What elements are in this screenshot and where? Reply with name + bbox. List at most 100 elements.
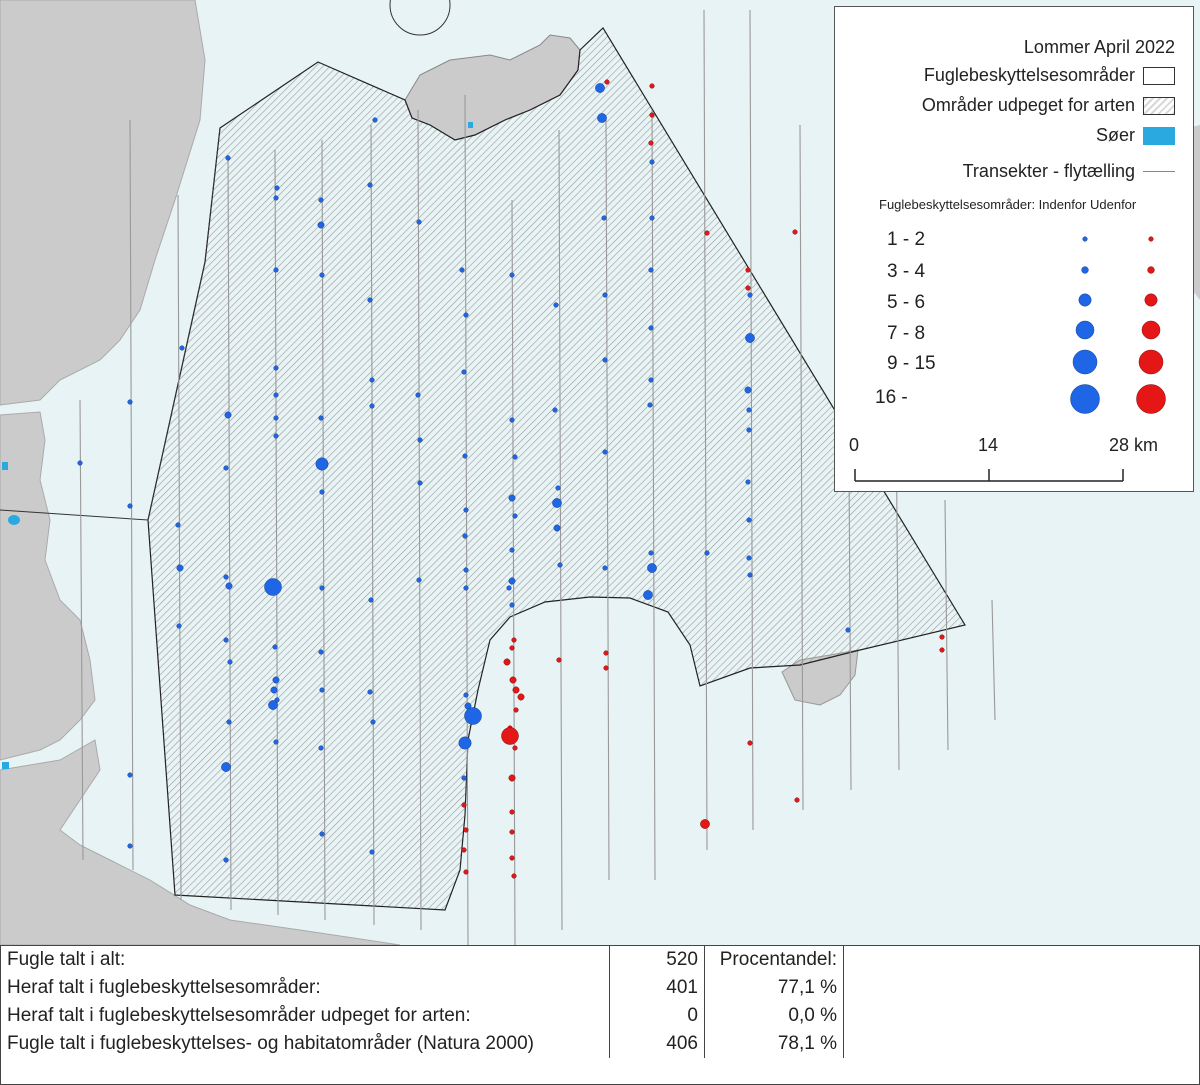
bird-marker-inside (319, 831, 325, 837)
bird-marker-inside (553, 302, 559, 308)
bird-marker-inside (273, 739, 279, 745)
size-class-label: 16 - (875, 387, 908, 408)
bird-marker-inside (224, 411, 232, 419)
bird-marker-inside (509, 417, 515, 423)
bird-marker-inside (704, 550, 710, 556)
bird-marker-inside (273, 392, 279, 398)
scale-label-14: 14 (978, 435, 999, 455)
statistics-table: Fugle talt i alt: 520 Procentandel: Hera… (0, 945, 1200, 1085)
stats-empty (844, 974, 1197, 1002)
legend-graphics (854, 236, 1166, 482)
scale-label-28: 28 km (1109, 435, 1159, 455)
legend-symbol-outside (1138, 349, 1164, 375)
stats-empty (844, 1002, 1197, 1030)
land-west-mid (0, 411, 96, 761)
bird-marker-inside (508, 494, 516, 502)
bird-marker-inside (648, 550, 654, 556)
bird-marker-inside (508, 577, 516, 585)
bird-marker-inside (274, 185, 280, 191)
bird-marker-inside (176, 623, 182, 629)
bird-marker-inside (602, 565, 608, 571)
bird-marker-inside (319, 272, 325, 278)
transect-line (558, 129, 563, 931)
bird-marker-outside (745, 285, 751, 291)
bird-marker-outside (603, 665, 609, 671)
bird-marker-inside (553, 524, 561, 532)
size-class-label: 3 - 4 (887, 261, 926, 282)
bird-marker-inside (227, 659, 233, 665)
bird-marker-outside (509, 645, 515, 651)
bird-marker-inside (602, 449, 608, 455)
bird-marker-inside (367, 297, 373, 303)
bird-marker-inside (223, 465, 229, 471)
bird-marker-inside (463, 567, 469, 573)
bird-marker-inside (417, 437, 423, 443)
bird-marker-inside (175, 522, 181, 528)
bird-marker-inside (744, 386, 752, 394)
bird-marker-inside (459, 267, 465, 273)
bird-marker-inside (462, 533, 468, 539)
bird-marker-inside (648, 325, 654, 331)
bird-marker-inside (370, 719, 376, 725)
bird-marker-outside (461, 847, 467, 853)
legend-item-transects: Transekter - flytælling (963, 161, 1175, 182)
lake-west-2 (8, 515, 20, 525)
bird-marker-inside (225, 155, 231, 161)
bird-marker-inside (602, 357, 608, 363)
bird-marker-inside (746, 407, 752, 413)
bird-marker-outside (509, 855, 515, 861)
stats-empty (844, 1030, 1197, 1058)
bird-marker-inside (416, 219, 422, 225)
stats-label: Fugle talt i alt: (1, 946, 610, 974)
bird-marker-inside (268, 700, 278, 710)
bird-marker-inside (597, 113, 607, 123)
lake-west (2, 462, 8, 470)
bird-marker-inside (463, 585, 469, 591)
bird-marker-inside (746, 427, 752, 433)
bird-marker-outside (745, 267, 751, 273)
bird-marker-inside (319, 489, 325, 495)
bird-marker-inside (461, 369, 467, 375)
stats-count: 520 (609, 946, 705, 974)
bird-marker-inside (647, 563, 657, 573)
transect-line (417, 109, 422, 931)
bird-marker-inside (179, 345, 185, 351)
bird-marker-outside (461, 802, 467, 808)
bird-marker-inside (602, 292, 608, 298)
legend-label: Fuglebeskyttelsesområder (923, 65, 1135, 85)
legend-label: Søer (1095, 125, 1135, 145)
bird-marker-inside (845, 627, 851, 633)
swatch-line (1143, 171, 1175, 172)
bird-marker-inside (649, 215, 655, 221)
bird-marker-outside (792, 229, 798, 235)
land-west-south (0, 739, 401, 945)
lake-island (468, 122, 473, 128)
legend-symbol-inside (1078, 293, 1092, 307)
bird-marker-outside (517, 693, 525, 701)
bird-marker-outside (512, 745, 518, 751)
bird-marker-inside (746, 517, 752, 523)
bird-marker-inside (77, 460, 83, 466)
bird-marker-outside (648, 140, 654, 146)
swatch-white (1143, 66, 1175, 85)
transect-line (274, 149, 279, 916)
stats-empty (844, 946, 1197, 974)
transect-line (227, 154, 232, 911)
transect-line (944, 499, 949, 751)
bird-marker-inside (416, 577, 422, 583)
stats-pct: 77,1 % (704, 974, 844, 1002)
transect-line (703, 9, 708, 851)
bird-marker-outside (501, 727, 519, 745)
legend-item-lakes: Søer (1096, 125, 1175, 146)
bird-marker-inside (221, 762, 231, 772)
bird-marker-inside (555, 485, 561, 491)
bird-marker-inside (127, 843, 133, 849)
bird-marker-inside (273, 365, 279, 371)
bird-marker-inside (745, 333, 755, 343)
bird-protection-boundary (0, 127, 221, 521)
bird-marker-outside (509, 809, 515, 815)
bird-marker-inside (273, 433, 279, 439)
size-header: Fuglebeskyttelsesområder: Indenfor Udenf… (879, 197, 1137, 212)
transect-line (129, 119, 134, 871)
bird-marker-outside (939, 634, 945, 640)
